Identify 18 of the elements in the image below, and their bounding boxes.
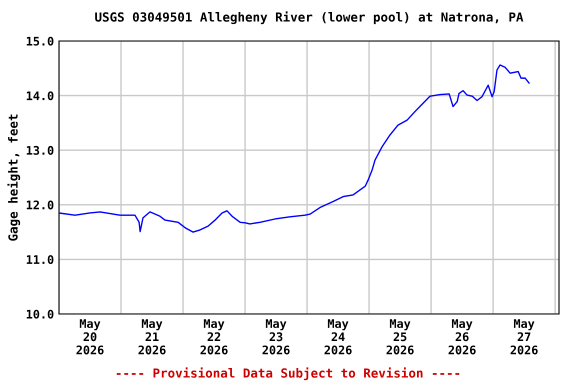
x-tick-label: May 23 2026 — [262, 319, 290, 354]
chart-title: USGS 03049501 Allegheny River (lower pool) at Natrona, PA — [95, 11, 524, 24]
y-tick-label: 10.0 — [26, 310, 54, 319]
x-tick-label: May 26 2026 — [448, 319, 476, 354]
x-tick-label: May 22 2026 — [200, 319, 228, 354]
y-tick-label: 15.0 — [26, 36, 54, 46]
x-tick-label: May 20 2026 — [76, 319, 104, 354]
y-axis-title: Gage height, feet — [7, 114, 20, 241]
text: ---- Provisional Data Subject to Revision ---- — [116, 367, 460, 380]
line-series — [59, 64, 530, 233]
y-tick-label: 12.0 — [26, 200, 54, 210]
y-tick-label: 14.0 — [26, 91, 54, 100]
y-tick-label: 11.0 — [26, 255, 54, 264]
x-tick-label: May 25 2026 — [386, 319, 414, 354]
x-tick-label: May 27 2026 — [510, 319, 538, 354]
y-tick-label: 13.0 — [26, 146, 54, 155]
x-tick-label: May 24 2026 — [324, 319, 352, 354]
x-tick-label: May 21 2026 — [138, 319, 166, 354]
